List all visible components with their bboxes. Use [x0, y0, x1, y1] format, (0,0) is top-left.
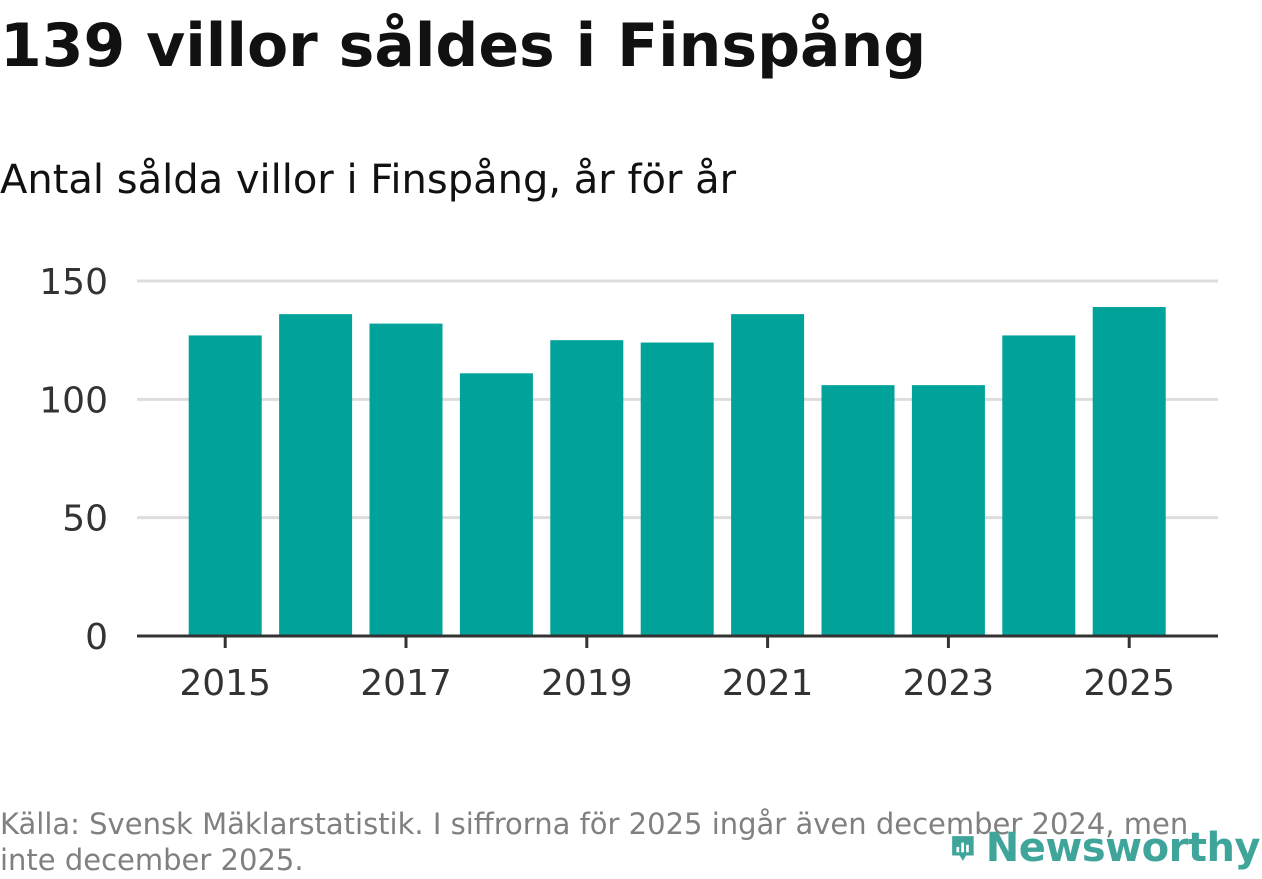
y-tick-label: 0 [85, 617, 108, 658]
bar [1092, 307, 1166, 636]
newsworthy-logo[interactable]: Newsworthy [950, 820, 1261, 876]
y-tick-label: 100 [39, 380, 108, 421]
x-tick-label: 2021 [722, 663, 814, 704]
chart-subtitle: Antal sålda villor i Finspång, år för år [0, 157, 737, 203]
bar [550, 340, 624, 636]
y-tick-label: 50 [62, 499, 108, 540]
x-tick-label: 2019 [541, 663, 633, 704]
bar [459, 373, 533, 636]
x-axis-ticks: 2015 2017 2019 2021 2023 2025 [179, 636, 1175, 704]
bar [188, 335, 262, 636]
bar [731, 314, 805, 636]
bar [821, 385, 895, 636]
source-note: Källa: Svensk Mäklarstatistik. I siffror… [0, 807, 1189, 877]
y-tick-label: 150 [39, 262, 108, 303]
bar [1002, 335, 1076, 636]
chart-title: 139 villor såldes i Finspång [0, 11, 927, 81]
bar [640, 342, 714, 636]
logo-text: Newsworthy [985, 825, 1261, 871]
bar [369, 323, 443, 636]
newsworthy-logo-icon [952, 836, 974, 861]
bar [279, 314, 353, 636]
x-tick-label: 2025 [1083, 663, 1175, 704]
x-tick-label: 2015 [179, 663, 271, 704]
x-tick-label: 2017 [360, 663, 452, 704]
bars [188, 307, 1166, 636]
bar [911, 385, 985, 636]
y-axis-ticks: 0 50 100 150 [39, 262, 108, 658]
x-tick-label: 2023 [903, 663, 995, 704]
